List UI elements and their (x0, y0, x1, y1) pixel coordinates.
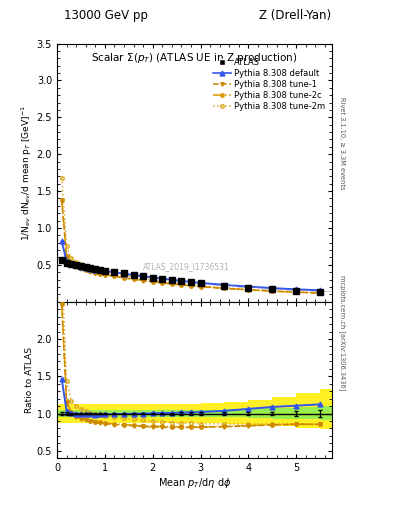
FancyBboxPatch shape (310, 291, 331, 292)
FancyBboxPatch shape (84, 267, 88, 268)
FancyBboxPatch shape (238, 287, 259, 288)
Y-axis label: Ratio to ATLAS: Ratio to ATLAS (25, 347, 34, 413)
FancyBboxPatch shape (69, 264, 73, 265)
Text: 13000 GeV pp: 13000 GeV pp (64, 9, 148, 22)
X-axis label: Mean $p_{T}$/d$\eta$ d$\phi$: Mean $p_{T}$/d$\eta$ d$\phi$ (158, 476, 231, 490)
FancyBboxPatch shape (79, 266, 83, 267)
Text: Z (Drell-Yan): Z (Drell-Yan) (259, 9, 331, 22)
FancyBboxPatch shape (119, 273, 128, 274)
FancyBboxPatch shape (103, 270, 107, 271)
FancyBboxPatch shape (74, 265, 78, 266)
Legend: ATLAS, Pythia 8.308 default, Pythia 8.308 tune-1, Pythia 8.308 tune-2c, Pythia 8: ATLAS, Pythia 8.308 default, Pythia 8.30… (210, 55, 328, 114)
FancyBboxPatch shape (262, 289, 283, 290)
FancyBboxPatch shape (286, 290, 307, 291)
FancyBboxPatch shape (187, 282, 195, 283)
Text: ATLAS_2019_I1736531: ATLAS_2019_I1736531 (143, 262, 230, 271)
FancyBboxPatch shape (64, 262, 69, 263)
FancyBboxPatch shape (129, 274, 138, 275)
FancyBboxPatch shape (88, 268, 93, 269)
FancyBboxPatch shape (98, 269, 102, 270)
Text: Rivet 3.1.10, ≥ 3.3M events: Rivet 3.1.10, ≥ 3.3M events (339, 97, 345, 189)
Text: Scalar $\Sigma(p_T)$ (ATLAS UE in Z production): Scalar $\Sigma(p_T)$ (ATLAS UE in Z prod… (91, 51, 298, 65)
FancyBboxPatch shape (214, 285, 235, 286)
FancyBboxPatch shape (196, 283, 205, 284)
Text: mcplots.cern.ch [arXiv:1306.3436]: mcplots.cern.ch [arXiv:1306.3436] (339, 275, 345, 391)
FancyBboxPatch shape (167, 280, 176, 281)
Y-axis label: 1/N$_{ev}$ dN$_{ev}$/d mean p$_T$ [GeV]$^{-1}$: 1/N$_{ev}$ dN$_{ev}$/d mean p$_T$ [GeV]$… (19, 104, 34, 241)
FancyBboxPatch shape (149, 277, 157, 278)
FancyBboxPatch shape (60, 260, 64, 261)
FancyBboxPatch shape (177, 281, 185, 282)
